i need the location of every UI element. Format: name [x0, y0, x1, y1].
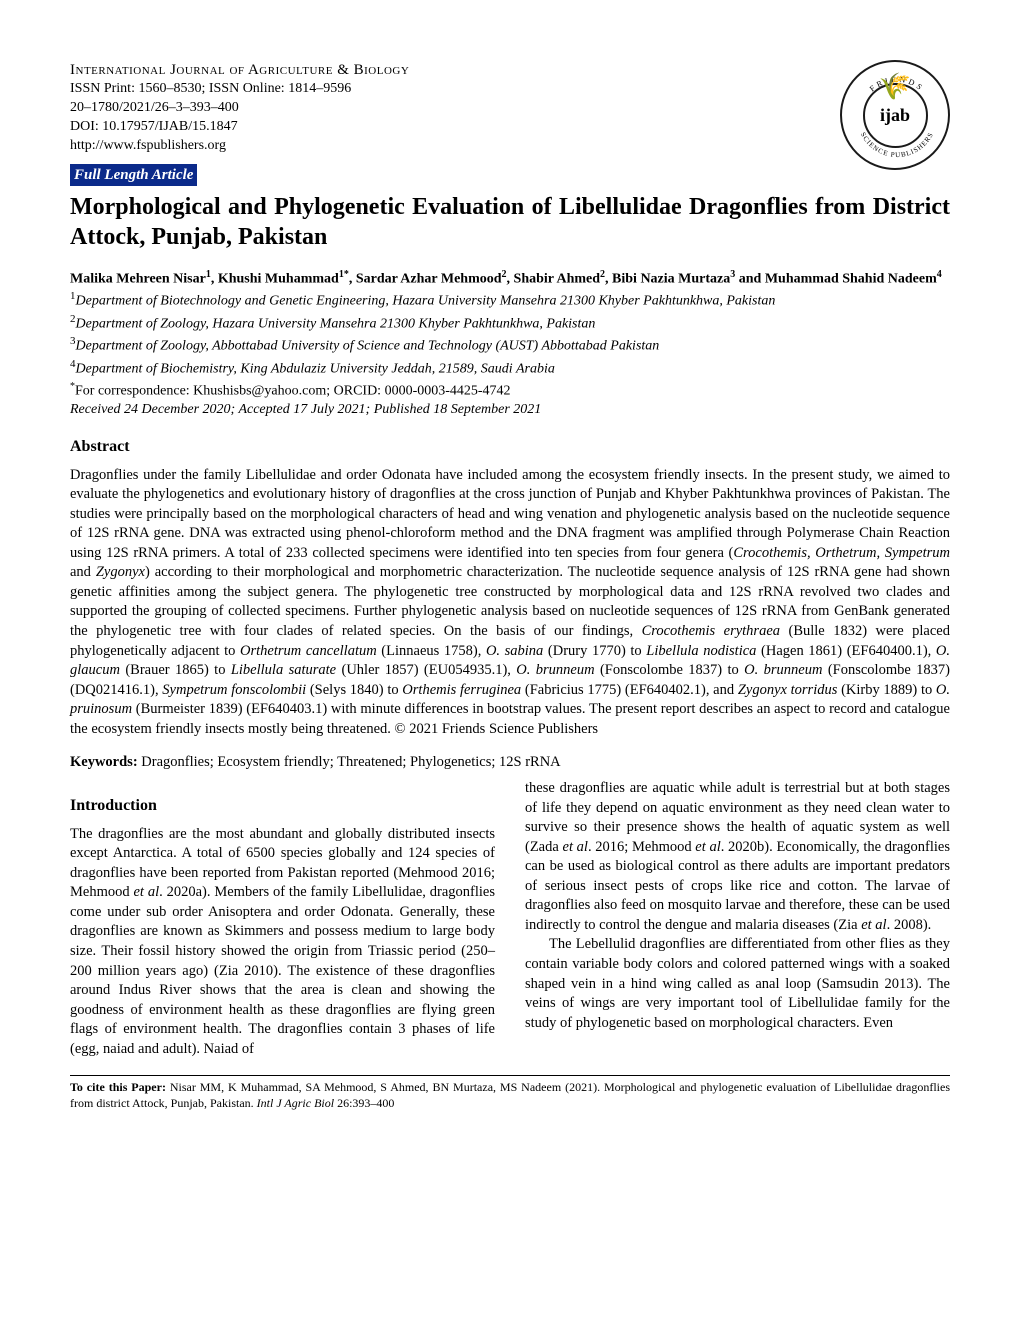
keywords-line: Keywords: Dragonflies; Ecosystem friendl… — [70, 753, 950, 773]
article-dates: Received 24 December 2020; Accepted 17 J… — [70, 401, 950, 420]
citation-text: Nisar MM, K Muhammad, SA Mehmood, S Ahme… — [70, 1080, 950, 1110]
citation-line: To cite this Paper: Nisar MM, K Muhammad… — [70, 1080, 950, 1111]
header-left: International Journal of Agriculture & B… — [70, 60, 820, 186]
affiliation-4: 4Department of Biochemistry, King Abdula… — [70, 357, 950, 380]
citation-label: To cite this Paper: — [70, 1080, 166, 1094]
publisher-logo: FRIENDS SCIENCE PUBLISHERS 🌾 ijab — [840, 60, 950, 170]
keywords-text: Dragonflies; Ecosystem friendly; Threate… — [138, 754, 561, 770]
correspondence-line: *For correspondence: Khushisbs@yahoo.com… — [70, 380, 950, 402]
column-right: these dragonflies are aquatic while adul… — [525, 779, 950, 1059]
journal-name: International Journal of Agriculture & B… — [70, 60, 820, 80]
article-type-badge: Full Length Article — [70, 164, 197, 186]
keywords-label: Keywords: — [70, 754, 138, 770]
abstract-body: Dragonflies under the family Libellulida… — [70, 466, 950, 740]
author-list: Malika Mehreen Nisar1, Khushi Muhammad1*… — [70, 268, 950, 289]
wheat-icon: 🌾 — [879, 74, 911, 100]
paper-title: Morphological and Phylogenetic Evaluatio… — [70, 192, 950, 252]
doi-line: DOI: 10.17957/IJAB/15.1847 — [70, 118, 820, 137]
issn-line: ISSN Print: 1560–8530; ISSN Online: 1814… — [70, 80, 820, 99]
abstract-heading: Abstract — [70, 436, 950, 458]
intro-paragraph-right-1: these dragonflies are aquatic while adul… — [525, 779, 950, 936]
affiliation-1: 1Department of Biotechnology and Genetic… — [70, 289, 950, 312]
affiliations: 1Department of Biotechnology and Genetic… — [70, 289, 950, 379]
code-line: 20–1780/2021/26–3–393–400 — [70, 99, 820, 118]
correspondence-text: For correspondence: Khushisbs@yahoo.com;… — [75, 383, 511, 398]
url-line[interactable]: http://www.fspublishers.org — [70, 137, 820, 156]
affiliation-3: 3Department of Zoology, Abbottabad Unive… — [70, 334, 950, 357]
intro-paragraph-left: The dragonflies are the most abundant an… — [70, 825, 495, 1060]
body-columns: Introduction The dragonflies are the mos… — [70, 779, 950, 1059]
header-row: International Journal of Agriculture & B… — [70, 60, 950, 186]
introduction-heading: Introduction — [70, 795, 495, 817]
column-left: Introduction The dragonflies are the mos… — [70, 779, 495, 1059]
intro-paragraph-right-2: The Lebellulid dragonflies are different… — [525, 935, 950, 1033]
affiliation-2: 2Department of Zoology, Hazara Universit… — [70, 312, 950, 335]
footer-rule — [70, 1075, 950, 1076]
